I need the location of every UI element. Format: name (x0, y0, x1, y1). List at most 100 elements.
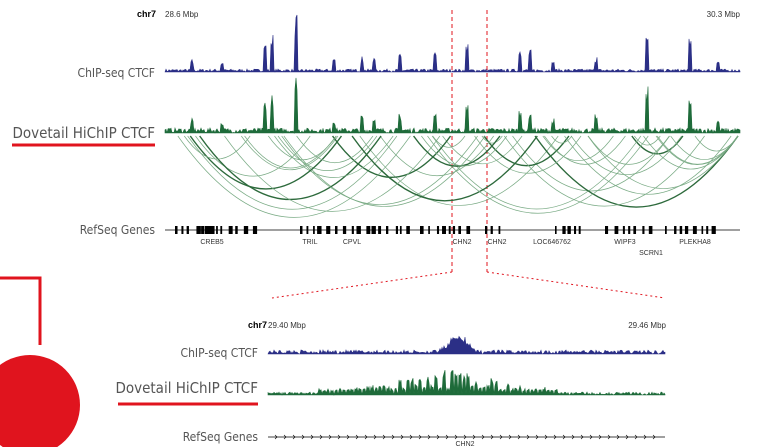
gene-name: CHN2 (452, 239, 471, 246)
strand-arrow (526, 434, 530, 440)
strand-arrow (310, 434, 314, 440)
strand-arrow (319, 434, 323, 440)
strand-arrow (481, 434, 485, 440)
exon (366, 226, 371, 234)
loop-arc (570, 135, 682, 175)
strand-arrow (544, 434, 548, 440)
gene-name: CPVL (343, 239, 361, 246)
strand-arrow (301, 434, 305, 440)
exon (674, 226, 677, 234)
strand-arrow (463, 434, 467, 440)
strand-arrow (391, 434, 395, 440)
exon (436, 226, 440, 234)
loop-arc (432, 135, 466, 148)
loop-arc (277, 135, 378, 171)
loop-arc (442, 135, 523, 164)
exon (235, 226, 238, 234)
loop-arc (244, 135, 337, 169)
exon (642, 226, 645, 234)
gene-name: TRIL (302, 239, 317, 246)
gene-name: WIPF3 (614, 239, 635, 246)
track-label: ChIP-seq CTCF (78, 66, 155, 80)
exon (395, 226, 399, 234)
loop-arc (694, 135, 739, 152)
strand-arrow (598, 434, 602, 440)
track-label: Dovetail HiChIP CTCF (115, 379, 258, 397)
strand-arrow (409, 434, 413, 440)
strand-arrow (652, 434, 656, 440)
strand-arrow (634, 434, 638, 440)
loop-arc (564, 135, 732, 195)
loop-arc (241, 135, 339, 171)
exon (201, 226, 205, 234)
exon (498, 226, 501, 234)
exon (452, 226, 456, 234)
loop-arc (195, 135, 311, 177)
strand-arrow (589, 434, 593, 440)
hichip-signal (267, 370, 666, 396)
strand-arrow (436, 434, 440, 440)
strand-arrow (418, 434, 422, 440)
exon (485, 226, 488, 234)
exon (220, 226, 223, 234)
icon-frame (0, 276, 42, 345)
exon (490, 226, 493, 234)
exon (442, 226, 446, 234)
exon (458, 226, 462, 234)
loop-arc (542, 135, 614, 161)
strand-arrow (508, 434, 512, 440)
strand-arrow (328, 434, 332, 440)
exon (351, 226, 354, 234)
exon (648, 226, 653, 234)
loop-arc (512, 135, 670, 192)
loop-arc (544, 135, 626, 165)
strand-arrow (292, 434, 296, 440)
loop-arc (224, 135, 441, 212)
strand-arrow (364, 434, 368, 440)
loop-arc (379, 135, 494, 176)
strand-arrow (400, 434, 404, 440)
exon (684, 226, 689, 234)
exon (313, 226, 315, 234)
gene-name: PLEKHA8 (679, 239, 711, 246)
exon (252, 226, 258, 234)
exon (628, 226, 631, 234)
exon (665, 226, 667, 234)
exon (406, 226, 410, 234)
exon (633, 226, 637, 234)
icon (0, 355, 80, 447)
strand-arrow (337, 434, 341, 440)
strand-arrow (373, 434, 377, 440)
exon (448, 226, 451, 234)
loop-arc (656, 135, 739, 165)
exon (555, 226, 557, 234)
gene-name: CREB5 (200, 239, 223, 246)
strand-arrow (382, 434, 386, 440)
loop-arc (413, 135, 501, 167)
loop-arc (431, 135, 642, 210)
exon (711, 226, 716, 234)
loop-arc (503, 135, 705, 207)
exon (679, 226, 683, 234)
loop-arc (274, 135, 394, 178)
exon (574, 226, 577, 234)
strand-arrow (445, 434, 449, 440)
loop-arc (427, 135, 649, 214)
strand-arrow (490, 434, 494, 440)
exon (317, 226, 322, 234)
exon (196, 226, 201, 234)
loop-arc (421, 135, 508, 167)
end-coord: 30.3 Mbp (707, 10, 741, 19)
strand-arrow (346, 434, 350, 440)
exon (466, 226, 471, 234)
strand-arrow (580, 434, 584, 440)
exon (210, 226, 215, 234)
strand-arrow (274, 434, 278, 440)
exon (692, 226, 697, 234)
strand-arrow (616, 434, 620, 440)
exon (706, 226, 709, 234)
end-coord: 29.46 Mbp (628, 321, 666, 330)
chromosome: chr7 (248, 320, 267, 330)
loop-arc (587, 135, 739, 189)
